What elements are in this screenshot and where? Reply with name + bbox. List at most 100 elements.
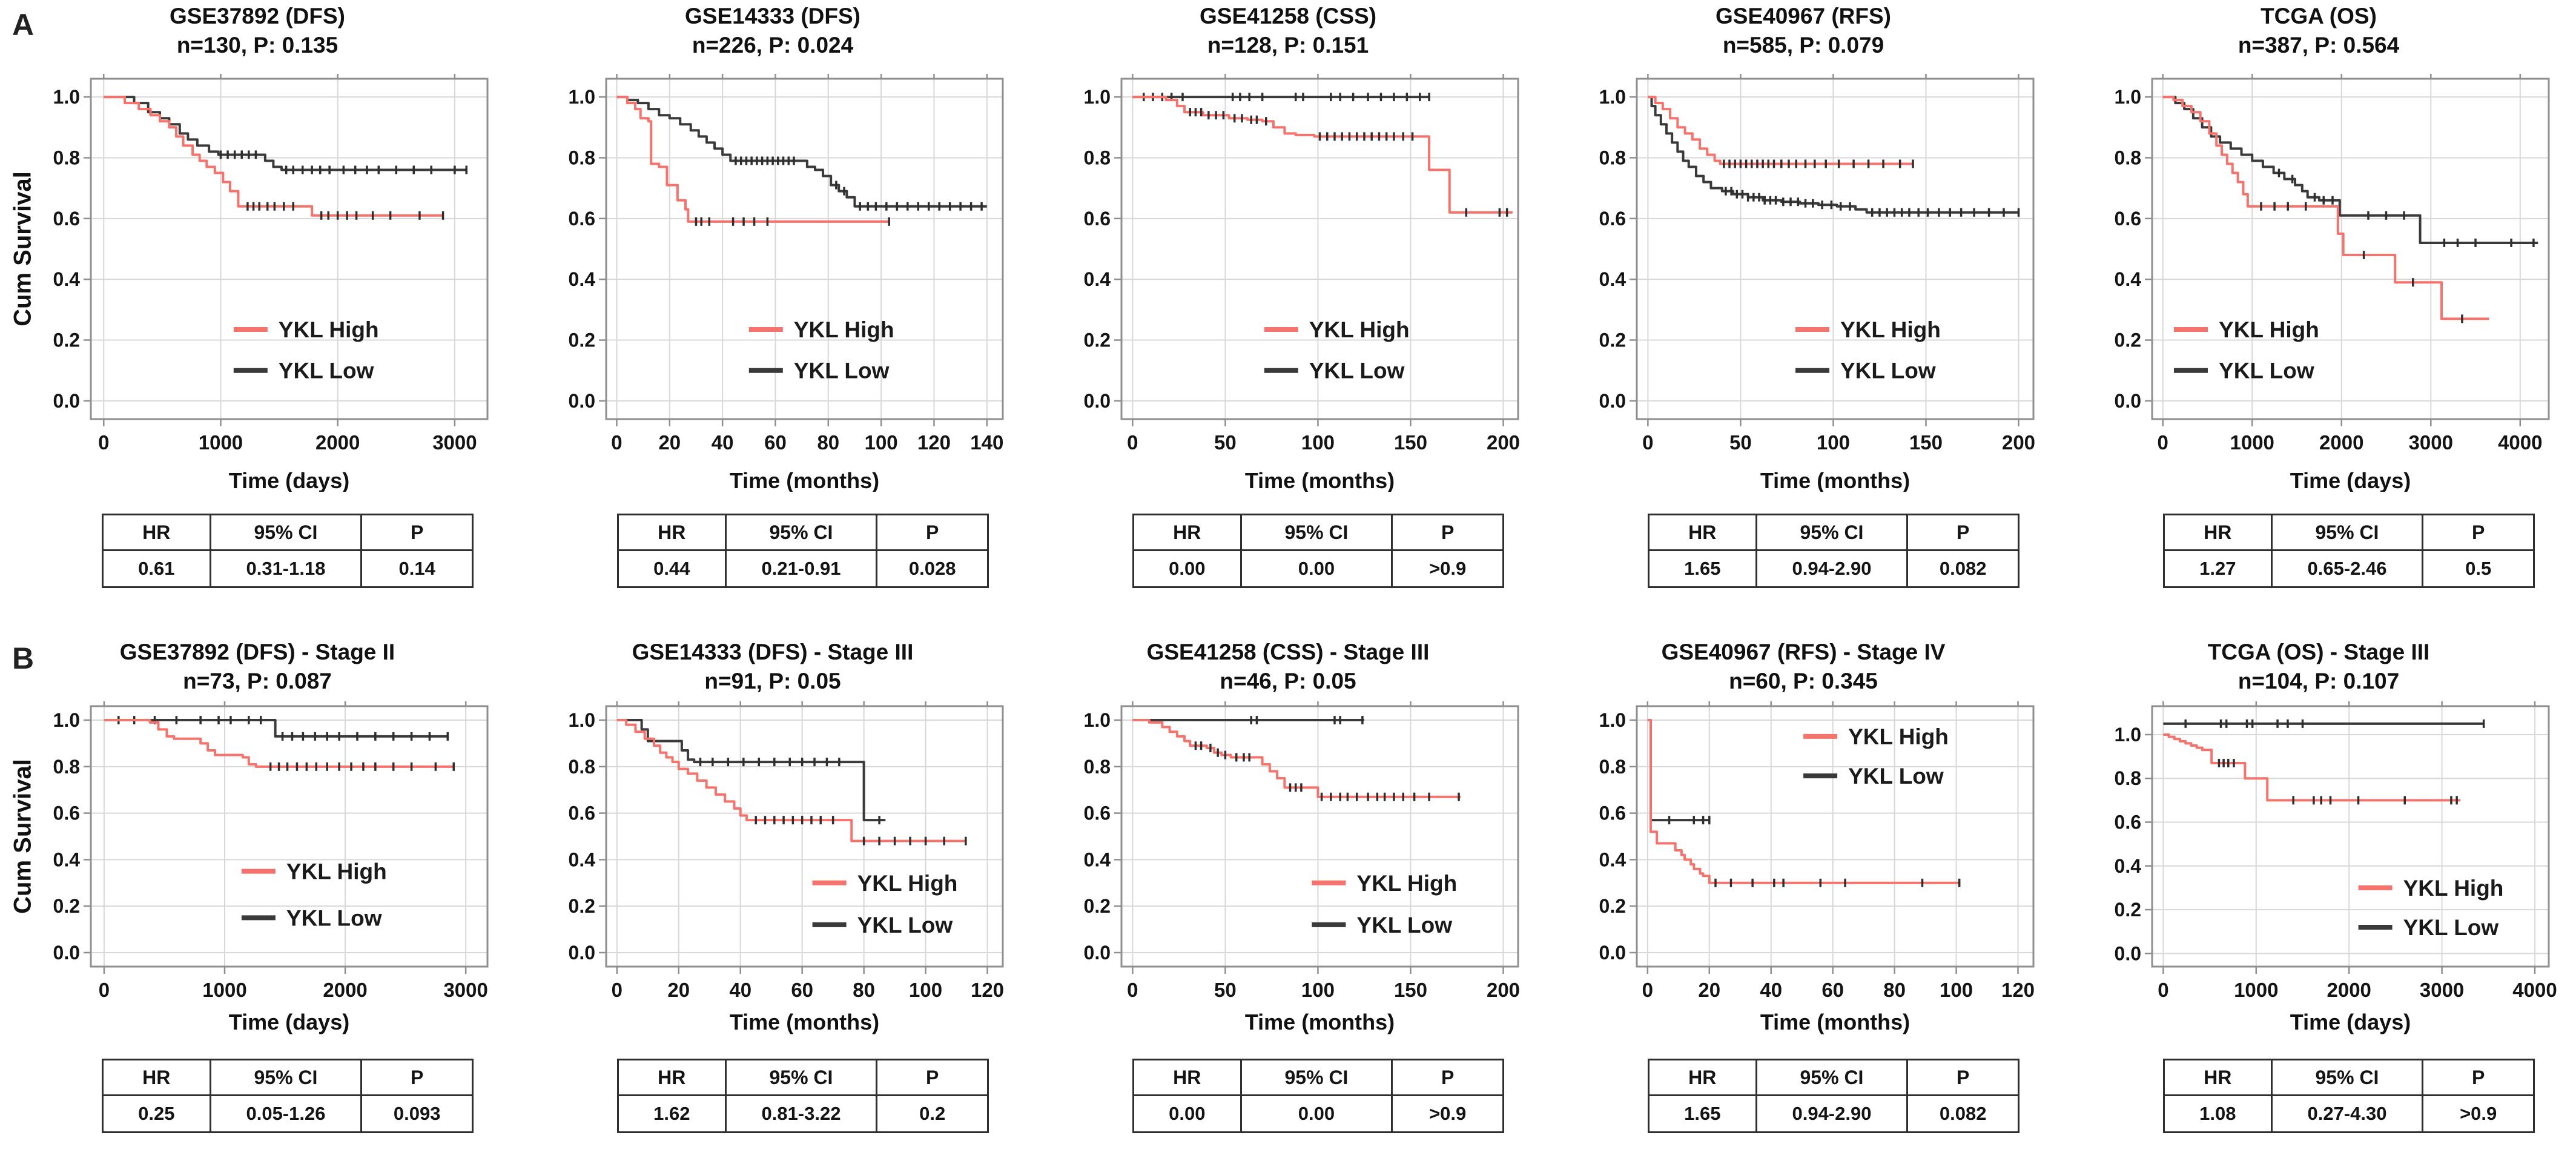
x-axis-label: Time (days): [2290, 1010, 2411, 1034]
x-tick-label: 80: [817, 431, 839, 454]
hr-table-header: 95% CI: [1755, 1059, 1909, 1096]
panel-title: GSE14333 (DFS): [685, 4, 860, 28]
x-tick-label: 100: [1940, 979, 1973, 1001]
hr-table-b4: HR 95% CI P 1.65 0.94-2.90 0.082: [1648, 1059, 2020, 1133]
x-tick-label: 0: [1642, 979, 1653, 1001]
censor-marks-ykl-high: [755, 816, 967, 845]
x-axis-label: Time (months): [1245, 1010, 1395, 1034]
hr-table-header: P: [1906, 1059, 2020, 1096]
x-tick-label: 20: [667, 979, 690, 1001]
hr-table-header: 95% CI: [1240, 514, 1393, 551]
x-tick-label: 20: [1698, 979, 1720, 1001]
km-curve-ykl-low: [2162, 96, 2538, 244]
legend-label-ykl-low: YKL Low: [2219, 359, 2314, 383]
legend-label-ykl-low: YKL Low: [1356, 913, 1452, 938]
plot-box: [1636, 705, 2035, 968]
y-tick-labels: 1.0 0.8 0.6 0.4 0.2 0.0: [1599, 709, 1627, 964]
legend: YKL High YKL Low: [2174, 317, 2319, 383]
hr-value: 0.44: [617, 549, 727, 588]
hr-table-header: 95% CI: [1755, 514, 1909, 551]
x-tick-label: 0: [611, 431, 622, 454]
plot-box: [1120, 705, 1519, 968]
hr-table-header: HR: [617, 514, 727, 551]
legend: YKL High YKL Low: [2358, 876, 2503, 940]
y-tick-label: 0.8: [1084, 147, 1111, 168]
p-value: 0.082: [1906, 1094, 2020, 1133]
legend: YKL High YKL Low: [1795, 317, 1941, 383]
hr-table-b2: HR 95% CI P 1.62 0.81-3.22 0.2: [617, 1059, 989, 1133]
x-tick-label: 2000: [2327, 979, 2371, 1001]
plot-box: [1120, 78, 1519, 420]
x-tick-label: 2000: [315, 431, 360, 454]
y-tick-label: 0.0: [53, 390, 80, 412]
x-tick-label: 4000: [2512, 979, 2557, 1001]
axis-ticks: [1630, 74, 2020, 426]
x-tick-label: 1000: [2234, 979, 2278, 1001]
x-tick-label: 100: [1301, 979, 1335, 1001]
x-tick-label: 200: [1487, 979, 1520, 1001]
y-tick-label: 0.0: [569, 942, 595, 964]
p-value: 0.14: [360, 549, 474, 588]
km-curve-ykl-high: [616, 96, 890, 223]
axis-ticks: [599, 701, 988, 974]
x-tick-label: 2000: [323, 979, 367, 1001]
x-tick-label: 20: [658, 431, 681, 454]
x-tick-labels: 0 20 40 60 80 100 120: [612, 979, 1004, 1001]
hr-value: 1.62: [617, 1094, 727, 1133]
panel-subtitle: n=387, P: 0.564: [2237, 33, 2400, 58]
hr-table-header: 95% CI: [724, 1059, 878, 1096]
y-tick-label: 1.0: [1599, 709, 1626, 731]
grid-lines: [91, 79, 487, 419]
y-tick-label: 0.8: [53, 147, 80, 168]
axis-ticks: [84, 701, 467, 974]
x-tick-label: 100: [1301, 431, 1335, 454]
panel-title-block: GSE37892 (DFS) - Stage II n=73, P: 0.087: [18, 637, 497, 695]
ci-value: 0.94-2.90: [1755, 549, 1909, 588]
x-axis-label: Time (days): [229, 1010, 349, 1034]
plot-box: [1636, 78, 2035, 420]
y-tick-label: 0.2: [2115, 899, 2141, 921]
censor-marks-ykl-low: [219, 150, 467, 174]
x-tick-label: 150: [1394, 431, 1427, 454]
p-value: 0.093: [360, 1094, 474, 1133]
x-axis-label: Time (months): [730, 1010, 879, 1034]
plot-box: [2151, 78, 2550, 420]
grid-lines: [1637, 706, 2033, 967]
p-value: >0.9: [2422, 1094, 2535, 1133]
x-axis-label: Time (days): [2290, 468, 2411, 492]
panel-title: GSE14333 (DFS) - Stage III: [632, 640, 914, 664]
legend: YKL High YKL Low: [748, 317, 894, 383]
y-tick-label: 0.6: [1599, 208, 1626, 230]
hr-table-header: 95% CI: [1240, 1059, 1393, 1096]
censor-marks-ykl-high: [695, 217, 890, 226]
km-curve-ykl-low: [1647, 719, 1709, 822]
y-tick-label: 1.0: [2115, 724, 2141, 746]
legend-label-ykl-low: YKL Low: [2403, 915, 2499, 940]
y-tick-label: 1.0: [2115, 86, 2141, 108]
panel-title: GSE37892 (DFS) - Stage II: [119, 640, 395, 664]
km-plot-b5: 0 1000 2000 3000 4000 1.0 0.8 0.6 0.4 0.2 0.0 YKL H…: [2115, 701, 2557, 1034]
panel-title: GSE41258 (CSS): [1199, 4, 1377, 28]
ci-value: 0.27-4.30: [2270, 1094, 2424, 1133]
y-tick-labels: 1.0 0.8 0.6 0.4 0.2 0.0: [53, 86, 81, 412]
axis-ticks: [84, 74, 456, 426]
x-tick-label: 200: [2002, 431, 2035, 454]
y-tick-label: 0.4: [2115, 855, 2142, 877]
legend-label-ykl-low: YKL Low: [1848, 764, 1944, 789]
hr-table-b3: HR 95% CI P 0.00 0.00 >0.9: [1132, 1059, 1504, 1133]
hr-table-header: P: [876, 1059, 989, 1096]
y-tick-label: 0.8: [53, 756, 80, 778]
x-tick-labels: 0 50 100 150 200: [1642, 431, 2035, 454]
y-tick-label: 0.4: [569, 268, 596, 290]
legend-label-ykl-low: YKL Low: [286, 905, 382, 930]
x-tick-labels: 0 50 100 150 200: [1127, 431, 1520, 454]
y-tick-label: 0.6: [53, 208, 80, 230]
y-tick-label: 0.0: [2115, 942, 2141, 964]
hr-table-b5: HR 95% CI P 1.08 0.27-4.30 >0.9: [2163, 1059, 2535, 1133]
legend-label-ykl-high: YKL High: [1309, 317, 1410, 342]
x-axis-label: Time (days): [229, 468, 349, 492]
y-tick-label: 0.4: [1084, 848, 1111, 870]
y-tick-label: 0.0: [1599, 942, 1626, 964]
km-curve-ykl-high: [104, 719, 454, 768]
